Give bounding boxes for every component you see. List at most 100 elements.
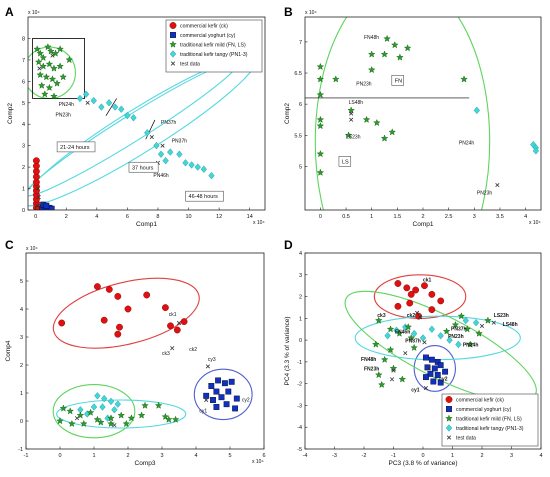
mild-point (38, 81, 46, 89)
kefir-point (428, 306, 436, 314)
kefir-point (173, 326, 181, 334)
y-tick-label: 4 (20, 307, 23, 313)
y-tick-label: 6 (22, 79, 25, 85)
mild-point (171, 415, 180, 423)
y-tick-label: -1 (297, 360, 302, 366)
annotation-label: PN23h (356, 81, 372, 87)
y-tick-label: 7 (22, 58, 25, 64)
legend-label: commercial kefir (ck) (456, 398, 504, 404)
annotation-label: PN24h (59, 102, 75, 108)
kefir-point (407, 290, 415, 298)
yoghurt-point (43, 202, 50, 209)
kefir-point (167, 322, 174, 330)
y-tick-label: 1 (299, 316, 302, 322)
mild-point (141, 401, 149, 409)
plot-area: ck1 ck2 ck3 cy1 cy2 FN46h FN48h FN23h PN37h PN37h… (344, 274, 537, 403)
y-axis-label: Comp2 (7, 103, 14, 124)
y-tick-label: 0 (299, 338, 302, 344)
test-mark-stroke (50, 53, 55, 58)
yoghurt-point (223, 401, 230, 408)
legend-marker-test (170, 61, 176, 66)
test-point (160, 143, 165, 148)
legend-marker-yoghurt (446, 406, 452, 412)
annotation-label: LS48h (503, 322, 518, 328)
yoghurt-point (215, 377, 222, 384)
y-tick-label: 5 (22, 101, 25, 107)
mild-point (36, 49, 44, 57)
tangy-point (94, 392, 101, 400)
x-tick-label: 1 (451, 453, 454, 459)
test-point (50, 53, 55, 58)
yoghurt-point (210, 397, 216, 403)
mild-point (367, 50, 376, 58)
plot-area: FN48h PN24h PN23h LS48h LS23h PN23h FN LS (305, 17, 540, 210)
mild-point (344, 131, 353, 139)
test-point (349, 117, 354, 122)
legend-label: traditional kefir tangy (PN1-3) (180, 52, 248, 58)
mild-point (316, 115, 325, 123)
mild-point (122, 419, 131, 427)
legend-marker-kefir (445, 396, 453, 403)
annotation-label: PN24h (463, 343, 479, 349)
mild-point (107, 419, 115, 427)
plot-frame (304, 16, 542, 211)
mild-point (316, 150, 325, 158)
y-tick-label: 2 (22, 165, 25, 171)
mild-point (404, 323, 412, 331)
tangy-point (107, 397, 115, 406)
test-mark-stroke (426, 366, 431, 371)
test-point (149, 135, 154, 140)
legend-marker-tangy (169, 50, 177, 58)
confidence-ellipse (52, 384, 136, 439)
annotation-label: PN37h (161, 120, 177, 126)
annotation-label: cy1 (411, 387, 420, 393)
annotation-label: PN24h (459, 141, 475, 147)
x-tick-label: 6 (262, 453, 265, 459)
x-tick-label: 0 (319, 214, 322, 220)
annotation-label: PN37h (451, 326, 467, 332)
y-tick-label: 7 (299, 40, 302, 46)
x-tick-label: -3 (332, 453, 337, 459)
kefir-point (94, 283, 101, 290)
yoghurt-point (218, 394, 225, 401)
confidence-ellipse (56, 399, 187, 429)
kefir-point (33, 157, 40, 165)
mild-point (377, 380, 386, 388)
annotation-label: PN23h (477, 190, 493, 196)
mild-point (391, 41, 399, 49)
test-mark-stroke (112, 423, 117, 428)
x-tick-label: 12 (216, 214, 222, 220)
tangy-point (182, 159, 189, 167)
y-tick-label: -3 (297, 403, 302, 409)
test-mark-stroke (37, 66, 42, 71)
y-tick-label: 0 (22, 208, 25, 214)
legend-marker-mild (445, 414, 453, 422)
test-mark-stroke (415, 310, 420, 315)
mild-point (386, 345, 395, 354)
tangy-point (98, 103, 105, 111)
yoghurt-point (427, 370, 434, 377)
annotation-label: FN23h (364, 367, 379, 373)
yoghurt-point (434, 358, 441, 365)
kefir-point (58, 319, 66, 327)
yoghurt-point (213, 388, 220, 395)
x-tick-label: 4 (194, 453, 197, 459)
x-tick-label: -1 (391, 453, 396, 459)
x-tick-label: 2 (421, 214, 424, 220)
plot-area: PN24h PN23h PN37h PN37h PN46h 21-24 hours 37 h… (28, 38, 258, 210)
x-tick-label: 1 (92, 453, 95, 459)
x-tick-label: 2 (480, 453, 483, 459)
test-point (389, 377, 395, 382)
tangy-point (118, 105, 125, 113)
annotation-box (185, 190, 224, 202)
kefir-point (421, 282, 428, 290)
mild-point (93, 415, 102, 423)
legend-label: commercial kefir (ck) (180, 24, 228, 30)
legend-label: test data (180, 62, 200, 68)
yoghurt-point (428, 356, 435, 363)
tangy-point (411, 329, 418, 338)
tangy-point (153, 141, 160, 150)
tangy-point (99, 403, 106, 411)
x-tick-label: 0 (34, 214, 37, 220)
mild-point (154, 401, 163, 409)
